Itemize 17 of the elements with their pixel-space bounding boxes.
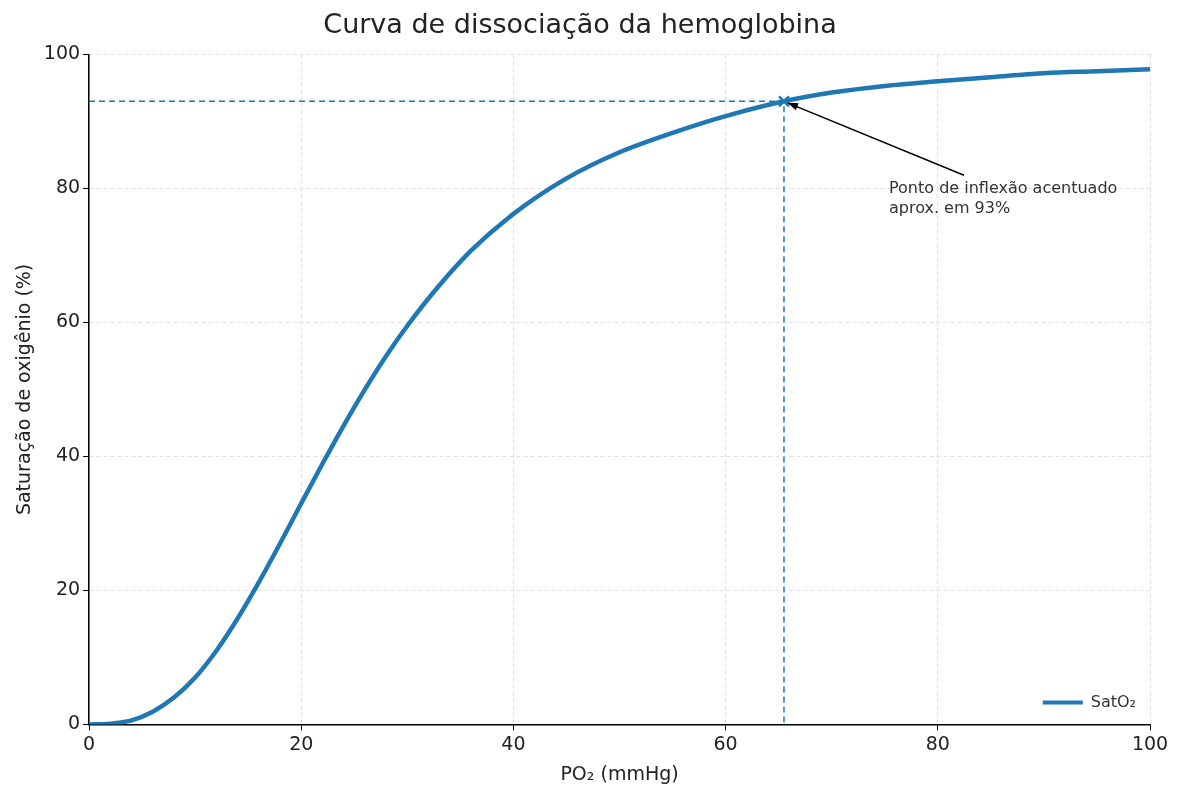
x-tick-label: 60 xyxy=(713,731,738,754)
y-axis-title: Saturação de oxigênio (%) xyxy=(12,263,35,516)
y-tick-label: 80 xyxy=(55,175,81,198)
chart-title: Curva de dissociação da hemoglobina xyxy=(323,8,837,40)
x-tick-label: 40 xyxy=(501,731,526,754)
y-tick-label: 20 xyxy=(55,577,81,600)
x-tick-label: 20 xyxy=(289,731,314,754)
y-tick-label: 60 xyxy=(55,309,81,332)
y-tick-label: 100 xyxy=(43,41,81,64)
x-tick-label: 0 xyxy=(83,731,96,754)
legend-label: SatO₂ xyxy=(1090,691,1137,711)
annotation: Ponto de inflexão acentuado aprox. em 93% xyxy=(888,178,1118,218)
x-tick-label: 100 xyxy=(1131,731,1169,754)
x-tick-label: 80 xyxy=(925,731,950,754)
y-tick-label: 40 xyxy=(55,443,81,466)
x-axis-title: PO₂ (mmHg) xyxy=(560,761,679,784)
y-tick-label: 0 xyxy=(67,711,81,734)
